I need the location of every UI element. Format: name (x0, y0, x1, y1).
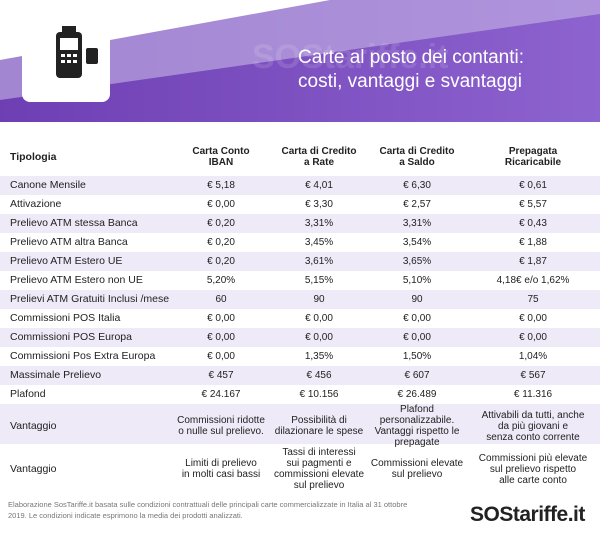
cell-value: 90 (313, 294, 325, 305)
cell-value: € 3,30 (305, 199, 333, 210)
cell-value: Limiti di prelievo in molti casi bassi (181, 458, 261, 480)
table-row: Canone Mensile € 5,18 € 4,01 € 6,30 € 0,61 (0, 176, 600, 195)
watermark: SOStariffe.it (252, 38, 449, 76)
row-label: Massimale Prelievo (10, 369, 102, 381)
cell-value: € 607 (404, 370, 430, 381)
cell-value: € 0,00 (305, 332, 333, 343)
cell-value: € 0,20 (207, 218, 235, 229)
cell-value: € 5,57 (519, 199, 547, 210)
cell-value: € 26.489 (397, 389, 437, 400)
cell-value: € 24.167 (201, 389, 241, 400)
row-label: Commissioni Pos Extra Europa (10, 350, 156, 362)
cell-value: 4,18€ e/o 1,62% (496, 275, 570, 286)
cell-value: 5,10% (402, 275, 432, 286)
cell-value: € 1,87 (519, 256, 547, 267)
cell-value: 3,65% (402, 256, 432, 267)
cell-value: € 0,00 (207, 199, 235, 210)
table-row: Plafond € 24.167 € 10.156 € 26.489 € 11.316 (0, 385, 600, 404)
header-band (0, 0, 600, 122)
cell-value: 1,35% (304, 351, 334, 362)
table-row: Prelievo ATM Estero non UE 5,20% 5,15% 5,10… (0, 271, 600, 290)
cell-value: € 0,20 (207, 237, 235, 248)
column-header: Prepagata Ricaricabile (504, 146, 562, 168)
row-label: Prelievo ATM Estero non UE (10, 274, 143, 286)
cell-value: € 4,01 (305, 180, 333, 191)
cell-value: Tassi di interessi sui pagmenti e commis… (273, 447, 365, 491)
cell-value: Commissioni più elevate sul prelievo ris… (478, 452, 588, 486)
cell-value: € 0,00 (305, 313, 333, 324)
footer-note: Elaborazione SosTariffe.it basata sulle … (8, 500, 408, 520)
table-row: Prelievo ATM altra Banca € 0,20 3,45% 3,54%… (0, 233, 600, 252)
table-row: Prelievo ATM stessa Banca € 0,20 3,31% 3,31… (0, 214, 600, 233)
cell-value: € 0,61 (519, 180, 547, 191)
cell-value: 1,50% (402, 351, 432, 362)
cell-value: € 1,88 (519, 237, 547, 248)
table-row: Vantaggio Commissioni ridotte o nulle sul… (0, 404, 600, 448)
row-label: Prelievi ATM Gratuiti Inclusi /mese (10, 293, 170, 305)
cell-value: € 0,00 (403, 313, 431, 324)
table-row: Commissioni Pos Extra Europa € 0,00 1,35% 1… (0, 347, 600, 366)
table-row: Prelievi ATM Gratuiti Inclusi /mese 60 90 9… (0, 290, 600, 309)
logo: SOStariffe.it (470, 503, 585, 526)
row-label: Plafond (10, 388, 46, 400)
table-row: Commissioni POS Europa € 0,00 € 0,00 € 0,00… (0, 328, 600, 347)
cell-value: € 567 (520, 370, 546, 381)
cell-value: € 2,57 (403, 199, 431, 210)
row-label: Canone Mensile (10, 179, 86, 191)
cell-value: 90 (411, 294, 423, 305)
cell-value: 60 (215, 294, 227, 305)
cell-value: 5,15% (304, 275, 334, 286)
row-label: Prelievo ATM stessa Banca (10, 217, 138, 229)
cell-value: 75 (527, 294, 539, 305)
cell-value: € 5,18 (207, 180, 235, 191)
cell-value: € 457 (208, 370, 234, 381)
cell-value: € 0,20 (207, 256, 235, 267)
row-label: Prelievo ATM Estero UE (10, 255, 123, 267)
row-label: Attivazione (10, 198, 62, 210)
cell-value: € 6,30 (403, 180, 431, 191)
cell-value: € 456 (306, 370, 332, 381)
row-label: Prelievo ATM altra Banca (10, 236, 128, 248)
table: Tipologia Carta Conto IBAN Carta di Credit… (0, 138, 600, 494)
cell-value: € 0,00 (519, 313, 547, 324)
cell-value: 5,20% (206, 275, 236, 286)
row-label: Vantaggio (10, 419, 57, 432)
title: Carte al posto dei contanti: costi, vant… (298, 47, 525, 92)
table-row: Attivazione € 0,00 € 3,30 € 2,57 € 5,57 (0, 195, 600, 214)
table-row: Commissioni POS Italia € 0,00 € 0,00 € 0,00… (0, 309, 600, 328)
cell-value: Attivabili da tutti, anche da più giovan… (481, 409, 585, 443)
cell-value: Commissioni elevate sul prelievo (370, 458, 464, 480)
cell-value: € 0,00 (207, 332, 235, 343)
header-row: Tipologia Carta Conto IBAN Carta di Credit… (0, 138, 600, 176)
cell-value: Possibilità di dilazionare le spese (274, 415, 364, 437)
cell-value: 1,04% (518, 351, 548, 362)
cell-value: € 0,43 (519, 218, 547, 229)
column-header: Carta Conto IBAN (192, 146, 250, 168)
cell-value: 3,54% (402, 237, 432, 248)
table-row: Vantaggio Limiti di prelievo in molti cas… (0, 444, 600, 494)
cell-value: Commissioni ridotte o nulle sul prelievo… (177, 415, 265, 437)
cell-value: € 0,00 (519, 332, 547, 343)
cell-value: € 11.316 (513, 389, 553, 400)
cell-value: € 0,00 (403, 332, 431, 343)
cell-value: Plafond personalizzabile. Vantaggi rispe… (374, 404, 460, 448)
row-label: Commissioni POS Italia (10, 312, 121, 324)
row-label: Vantaggio (10, 462, 57, 475)
column-header: Carta di Credito a Rate (281, 146, 357, 168)
table-row: Prelievo ATM Estero UE € 0,20 3,61% 3,65% € … (0, 252, 600, 271)
cell-value: 3,31% (304, 218, 334, 229)
cell-value: 3,45% (304, 237, 334, 248)
table-row: Massimale Prelievo € 457 € 456 € 607 € 567 (0, 366, 600, 385)
column-header: Carta di Credito a Saldo (379, 146, 455, 168)
cell-value: € 0,00 (207, 313, 235, 324)
column-header: Tipologia (10, 150, 57, 163)
cell-value: 3,61% (304, 256, 334, 267)
cell-value: € 0,00 (207, 351, 235, 362)
row-label: Commissioni POS Europa (10, 331, 132, 343)
cell-value: 3,31% (402, 218, 432, 229)
cell-value: € 10.156 (299, 389, 339, 400)
